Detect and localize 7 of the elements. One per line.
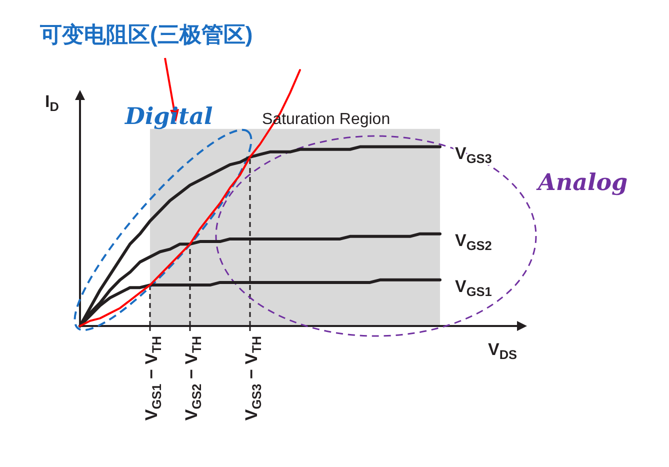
text: Analog	[536, 169, 628, 196]
series-label: V$_{GS1}$	[455, 276, 492, 299]
chart-title: 可变电阻区(三极管区)	[39, 22, 253, 47]
series-label: V$_{GS2}$	[455, 230, 492, 253]
x-axis-title: V$_{DS}$	[488, 340, 518, 362]
y-axis-title: I$_{D}$	[45, 92, 59, 114]
annotation: Digital	[124, 103, 214, 130]
